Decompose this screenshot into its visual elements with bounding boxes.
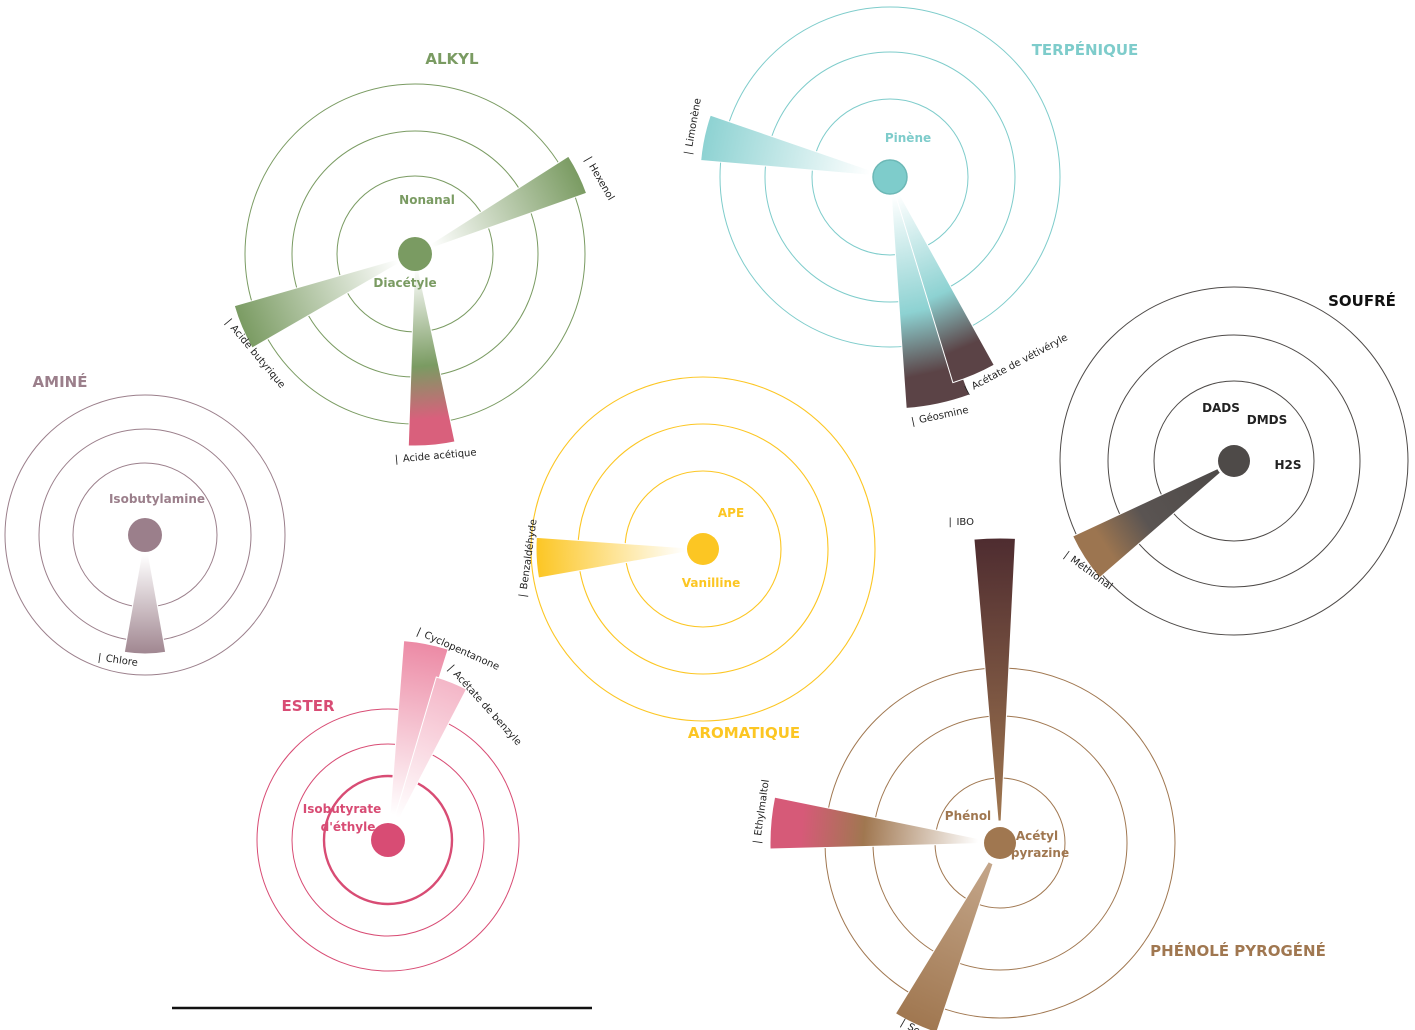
terpenique-petal-limonene [700, 114, 872, 176]
aromatique-petal-benzaldehyde [535, 536, 686, 579]
aromatique-petal-tick-benzaldehyde: | [518, 593, 529, 598]
terpenique-ring-2 [764, 51, 1016, 303]
ester-petal-label-acetate-de-benzyle: Acétate de benzyle [451, 668, 524, 748]
amine-title: AMINÉ [33, 372, 88, 391]
aromatique-center-dot [687, 533, 719, 565]
ester-ring-2 [291, 743, 485, 937]
ester-ring-3 [256, 708, 520, 972]
aromatique-center-label-ape: APE [718, 506, 744, 520]
alkyl-petal-label-acide-acetique: Acide acétique [402, 446, 477, 464]
soufre-ring-3 [1059, 286, 1409, 636]
aromatique-title: AROMATIQUE [688, 724, 800, 742]
amine-center-dot [128, 518, 162, 552]
amine-ring-3 [4, 394, 286, 676]
soufre-center-label-dads: DADS [1202, 401, 1240, 415]
alkyl-petal-acide-butyrique [233, 258, 401, 349]
alkyl-petal-label-hexenol: Hexenol [586, 162, 616, 203]
terpenique-petal-tick-geosmine: | [910, 416, 916, 427]
ester-title: ESTER [281, 697, 335, 715]
soufre-petal-methional [1072, 467, 1222, 579]
phenole-petal-ethylmaltol [769, 796, 980, 850]
phenole-petal-scatol [894, 861, 994, 1030]
ester-petal-tick-acetate-de-benzyle: | [445, 663, 455, 673]
ester-center-label-isobutyrate: Isobutyrate [303, 802, 381, 816]
soufre-center-label-h2s: H2S [1274, 458, 1301, 472]
terpenique-center-label-pinene: Pinène [885, 131, 931, 145]
alkyl-petal-hexenol [429, 155, 588, 249]
phenole-center-label-pyrazine: pyrazine [1011, 846, 1069, 860]
terpenique-petal-tick-acetate-de-vetiveryle: | [963, 385, 971, 396]
ester-center-label-d-ethyle: d'éthyle [321, 820, 376, 834]
amine-petal-label-chlore: Chlore [105, 654, 138, 669]
ester-center-dot [371, 823, 405, 857]
soufre-ring-1 [1153, 380, 1315, 542]
soufre-title: SOUFRÉ [1328, 291, 1396, 310]
soufre-center-label-dmds: DMDS [1247, 413, 1288, 427]
alkyl-petal-tick-acide-acetique: | [394, 454, 398, 465]
terpenique-petal-tick-limonene: | [683, 150, 694, 155]
aromatique-ring-3 [530, 376, 876, 722]
terpenique-center-dot [872, 159, 908, 195]
alkyl-center-label-nonanal: Nonanal [399, 193, 455, 207]
alkyl-title: ALKYL [425, 50, 479, 68]
terpenique-petal-acetate-de-vetiveryle [895, 193, 995, 384]
terpenique-petal-label-limonene: Limonène [683, 97, 703, 148]
alkyl-petal-tick-acide-butyrique: | [223, 317, 234, 327]
alkyl-petal-tick-hexenol: | [582, 155, 593, 163]
phenole-center-dot [984, 827, 1016, 859]
terpenique-ring-1 [811, 98, 969, 256]
ester-petal-tick-cyclopentanone: | [415, 627, 423, 638]
phenole-petal-label-ibo: IBO [956, 517, 974, 528]
soufre-ring-2 [1107, 334, 1361, 588]
ester-petal-acetate-de-benzyle [394, 676, 468, 820]
terpenique-title: TERPÉNIQUE [1032, 40, 1139, 59]
phenole-petal-label-ethylmaltol: Ethylmaltol [753, 779, 772, 837]
terpenique-petal-label-geosmine: Géosmine [918, 404, 970, 426]
aromatique-center-label-vanilline: Vanilline [682, 576, 740, 590]
phenole-petal-ibo [973, 537, 1016, 822]
phenole-center-label-acetyl: Acétyl [1016, 829, 1058, 843]
soufre-center-dot [1218, 445, 1250, 477]
soufre-petal-tick-methional: | [1062, 550, 1071, 561]
phenole-petal-tick-ibo: | [948, 517, 951, 528]
ester-ring-1 [322, 774, 454, 906]
alkyl-petal-acide-acetique [407, 268, 456, 447]
amine-petal-tick-chlore: | [97, 652, 102, 663]
phenole-petal-tick-ethylmaltol: | [752, 840, 763, 845]
phenole-title: PHÉNOLÉ PYROGÉNÉ [1150, 941, 1326, 960]
terpenique-ring-3 [719, 6, 1061, 348]
alkyl-center-dot [398, 237, 432, 271]
phenole-center-label-phenol: Phénol [945, 809, 991, 823]
alkyl-center-label-diacetyle: Diacétyle [373, 276, 436, 290]
amine-center-label-isobutylamine: Isobutylamine [109, 492, 205, 506]
phenole-petal-tick-scatol: | [898, 1018, 906, 1029]
amine-petal-chlore [123, 554, 167, 655]
